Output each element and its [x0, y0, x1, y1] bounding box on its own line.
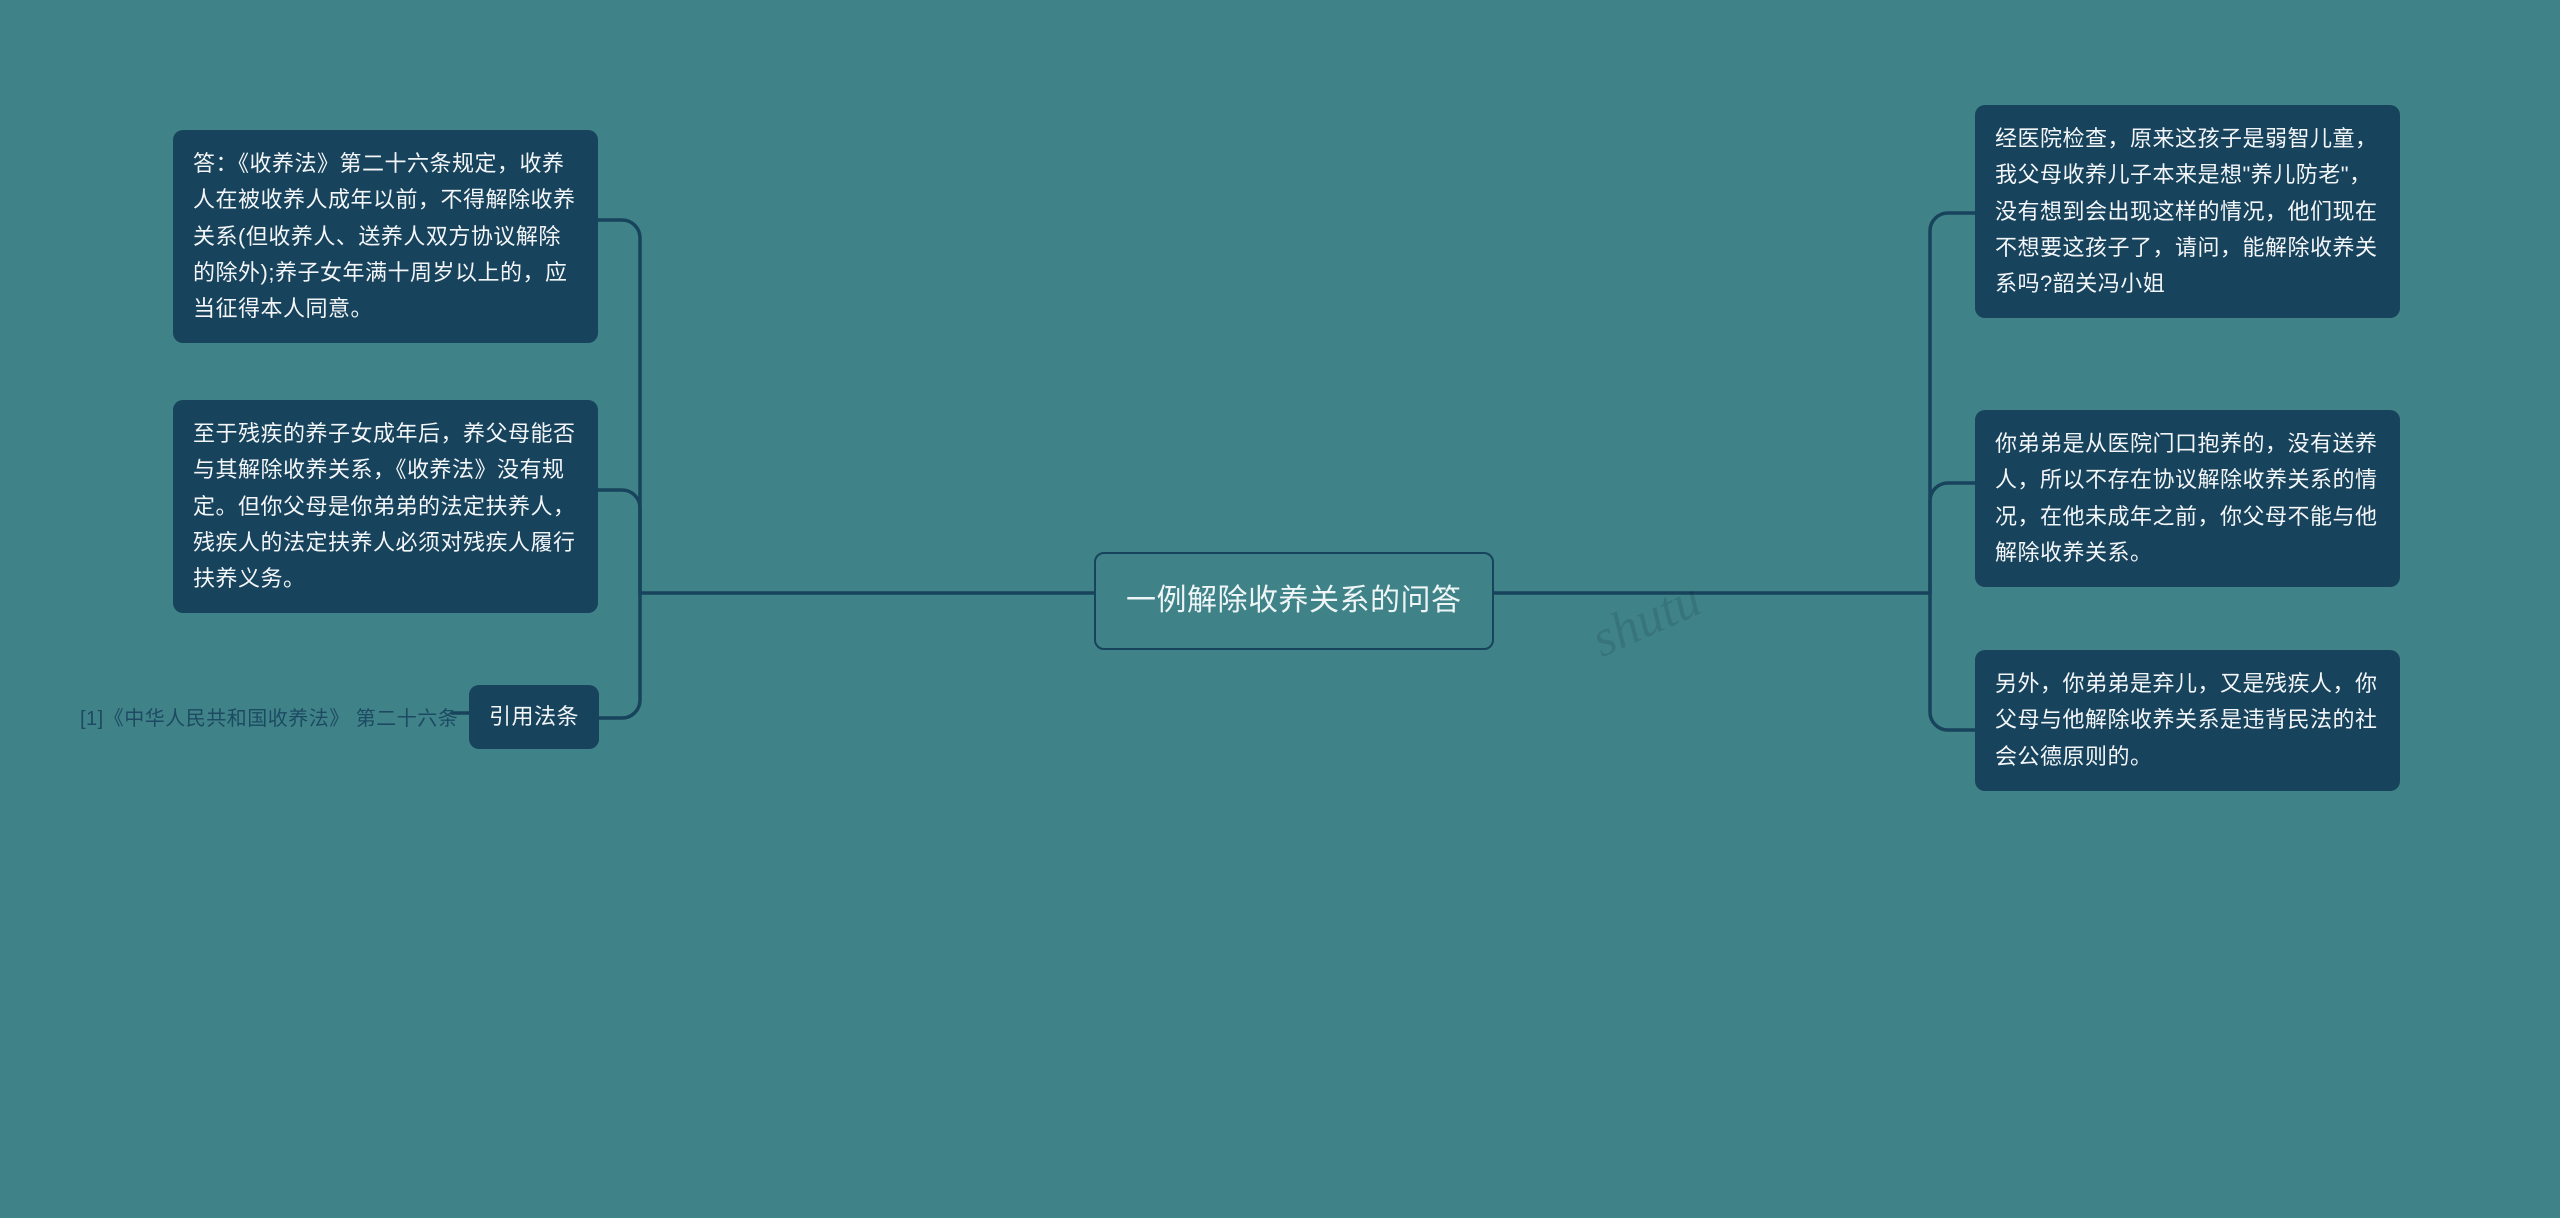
left-node-2: 至于残疾的养子女成年后，养父母能否与其解除收养关系，《收养法》没有规定。但你父母… [173, 400, 598, 613]
node-text: 至于残疾的养子女成年后，养父母能否与其解除收养关系，《收养法》没有规定。但你父母… [193, 421, 576, 591]
root-label: 一例解除收养关系的问答 [1126, 584, 1462, 617]
left-node-3: 引用法条 [469, 685, 599, 749]
citation-text: [1]《中华人民共和国收养法》 第二十六条 [80, 702, 458, 731]
root-node: 一例解除收养关系的问答 [1094, 552, 1494, 650]
node-text: 引用法条 [489, 704, 579, 729]
connector [1494, 213, 1975, 593]
watermark: shutu [1583, 570, 1710, 670]
node-text: 另外，你弟弟是弃儿，又是残疾人，你父母与他解除收养关系是违背民法的社会公德原则的… [1995, 671, 2378, 769]
right-node-1: 经医院检查，原来这孩子是弱智儿童，我父母收养儿子本来是想"养儿防老"，没有想到会… [1975, 105, 2400, 318]
connector [598, 220, 1094, 593]
right-node-2: 你弟弟是从医院门口抱养的，没有送养人，所以不存在协议解除收养关系的情况，在他未成… [1975, 410, 2400, 587]
connector [1930, 483, 1975, 730]
right-node-3: 另外，你弟弟是弃儿，又是残疾人，你父母与他解除收养关系是违背民法的社会公德原则的… [1975, 650, 2400, 791]
node-text: 你弟弟是从医院门口抱养的，没有送养人，所以不存在协议解除收养关系的情况，在他未成… [1995, 431, 2378, 565]
node-text: 答：《收养法》第二十六条规定，收养人在被收养人成年以前，不得解除收养关系(但收养… [193, 151, 576, 321]
left-node-1: 答：《收养法》第二十六条规定，收养人在被收养人成年以前，不得解除收养关系(但收养… [173, 130, 598, 343]
node-text: 经医院检查，原来这孩子是弱智儿童，我父母收养儿子本来是想"养儿防老"，没有想到会… [1995, 126, 2378, 296]
connector [598, 490, 640, 718]
